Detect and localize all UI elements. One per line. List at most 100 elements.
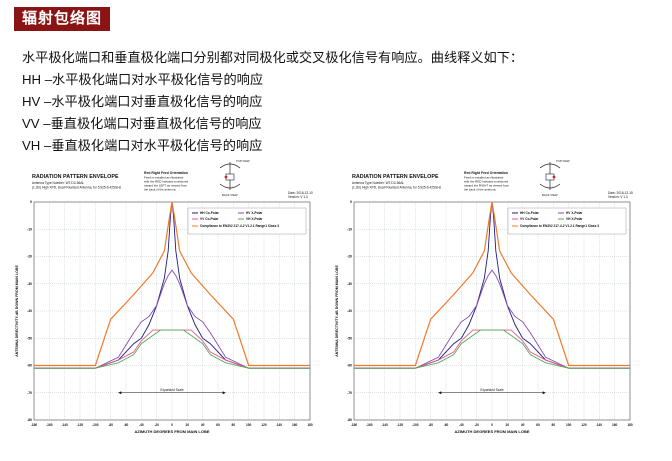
x-tick-label: 40 — [521, 423, 525, 427]
x-tick-label: 120 — [581, 423, 587, 427]
hv-series-line — [34, 269, 310, 369]
x-tick-label: 60 — [216, 423, 220, 427]
dish-bottom-arc — [219, 183, 241, 189]
chart-legend: HH Co-Polar HV X-Polar VV Co-Polar VH X-Pol… — [507, 207, 627, 235]
x-tick-label: 20 — [186, 423, 190, 427]
feed-orientation-diagram: TOP VIEW BACK VIEW — [219, 159, 250, 197]
page-title: 辐射包络图 — [14, 7, 111, 31]
grid-lines — [33, 201, 311, 421]
legend-vh-entry: VH X-Polar — [566, 217, 583, 221]
expanded-scale-arrow-right — [222, 391, 226, 395]
feed-orientation-title: Red Right Feed Orientation — [144, 171, 188, 175]
x-tick-label: -180 — [351, 423, 358, 427]
legend-hh-entry: HH Co-Polar — [200, 211, 220, 215]
x-tick-label: -160 — [366, 423, 373, 427]
y-tick-label: -80 — [347, 418, 352, 422]
chart-heading: RADIATION PATTERN ENVELOPE — [352, 174, 439, 180]
x-tick-label: -20 — [154, 423, 159, 427]
back-view-label: BACK VIEW — [222, 193, 238, 197]
compliance-envelope-line — [34, 201, 310, 367]
x-tick-label: 100 — [246, 423, 252, 427]
x-tick-label: -120 — [77, 423, 84, 427]
x-tick-label: 20 — [506, 423, 510, 427]
legend-box — [507, 207, 627, 235]
y-tick-label: -40 — [347, 309, 352, 313]
expanded-scale-arrow-left — [118, 391, 122, 395]
intro-text-block: 水平极化端口和垂直极化端口分别都对同极化或交叉极化信号有响应。曲线释义如下： H… — [22, 47, 523, 157]
y-tick-label: -10 — [347, 227, 352, 231]
feed-orientation-title: Red Right Feed Orientation — [464, 171, 508, 175]
legend-vh-entry: VH X-Polar — [246, 217, 263, 221]
expanded-scale-label: Expanded Scale — [480, 388, 503, 392]
legend-box — [187, 207, 307, 235]
chart-legend: HH Co-Polar HV X-Polar VV Co-Polar VH X-Pol… — [187, 207, 307, 235]
feed-note-line: with the RED indicator positioned — [144, 180, 189, 184]
antenna-description-label: (1.2m) High XPD, Dual-Polarized Antenna,… — [32, 186, 122, 190]
legend-hh-entry: HH Co-Polar — [520, 211, 540, 215]
y-tick-label: -40 — [27, 309, 32, 313]
y-axis-label: ANTENNA DIRECTIVITY-dB DOWN FROM MAIN LO… — [335, 265, 339, 357]
x-tick-label: -40 — [459, 423, 464, 427]
top-view-label: TOP VIEW — [236, 159, 250, 163]
x-tick-label: -20 — [474, 423, 479, 427]
x-tick-label: -80 — [108, 423, 113, 427]
legend-vv-entry: VV Co-Polar — [520, 217, 539, 221]
x-tick-label: 80 — [552, 423, 556, 427]
chart-date-label: Date: 2016-12-15 — [608, 191, 633, 195]
y-tick-label: 0 — [350, 200, 352, 204]
x-tick-label: -100 — [412, 423, 419, 427]
feed-note-line: the back of the antenna. — [144, 188, 176, 192]
x-axis-label: AZIMUTH DEGREES FROM MAIN LOBE — [454, 429, 529, 434]
x-tick-label: -60 — [124, 423, 129, 427]
red-indicator-dot — [224, 175, 228, 179]
x-tick-label: 180 — [307, 423, 313, 427]
x-tick-label: 140 — [277, 423, 283, 427]
chart-date-label: Date: 2016-12-10 — [288, 191, 313, 195]
top-view-label: TOP VIEW — [556, 159, 570, 163]
expanded-scale-label: Expanded Scale — [160, 388, 183, 392]
vh-series-line — [34, 329, 310, 369]
x-tick-label: 80 — [232, 423, 236, 427]
x-tick-label: 160 — [292, 423, 298, 427]
x-tick-label: -160 — [46, 423, 53, 427]
x-tick-label: -100 — [92, 423, 99, 427]
x-tick-label: -140 — [381, 423, 388, 427]
legend-compliance-entry: Compliance to EN302 217-4-2 V1.2.1 Range… — [200, 224, 279, 228]
y-tick-label: 0 — [30, 200, 32, 204]
red-indicator-dot — [552, 175, 556, 179]
x-tick-label: 160 — [612, 423, 618, 427]
antenna-description-label: (1.2m) High XPD, Dual-Polarized Antenna,… — [352, 186, 442, 190]
x-tick-label: 140 — [597, 423, 603, 427]
x-tick-label: -40 — [139, 423, 144, 427]
y-tick-label: -80 — [27, 418, 32, 422]
x-tick-label: 180 — [627, 423, 633, 427]
legend-compliance-entry: Compliance to EN302 217-4-2 V1.2.1 Range… — [520, 224, 599, 228]
feed-note-line: with the RED indicator positioned — [464, 180, 509, 184]
x-tick-label: -140 — [61, 423, 68, 427]
antenna-type-label: Antenna Type Number: WTJ10-56AL — [32, 181, 84, 185]
x-tick-label: -180 — [31, 423, 38, 427]
legend-line-vv: VV –垂直极化端口对垂直极化信号的响应 — [22, 116, 262, 131]
y-tick-label: -30 — [27, 282, 32, 286]
x-tick-label: -120 — [397, 423, 404, 427]
legend-line-vh: VH –垂直极化端口对水平极化信号的响应 — [22, 138, 263, 153]
feed-note-line: Feed is installed as illustrated — [144, 176, 184, 180]
y-axis-label: ANTENNA DIRECTIVITY-dB DOWN FROM MAIN LO… — [15, 265, 19, 357]
x-tick-label: 120 — [261, 423, 267, 427]
chart-version-label: Version: V 1.0 — [288, 195, 308, 199]
legend-vv-entry: VV Co-Polar — [200, 217, 219, 221]
legend-hv-entry: HV X-Polar — [566, 211, 583, 215]
expanded-scale-arrow-right — [542, 391, 546, 395]
x-tick-label: 0 — [171, 423, 173, 427]
x-tick-label: 0 — [491, 423, 493, 427]
y-tick-label: -30 — [347, 282, 352, 286]
antenna-type-label: Antenna Type Number: WTJ10-56AL — [352, 181, 404, 185]
legend-line-hh: HH –水平极化端口对水平极化信号的响应 — [22, 72, 264, 87]
vh-series-line — [354, 329, 630, 369]
feed-note-line: the back of the antenna. — [464, 188, 496, 192]
x-axis-label: AZIMUTH DEGREES FROM MAIN LOBE — [134, 429, 209, 434]
expanded-scale-arrow-left — [438, 391, 442, 395]
dish-bottom-arc — [539, 183, 561, 189]
